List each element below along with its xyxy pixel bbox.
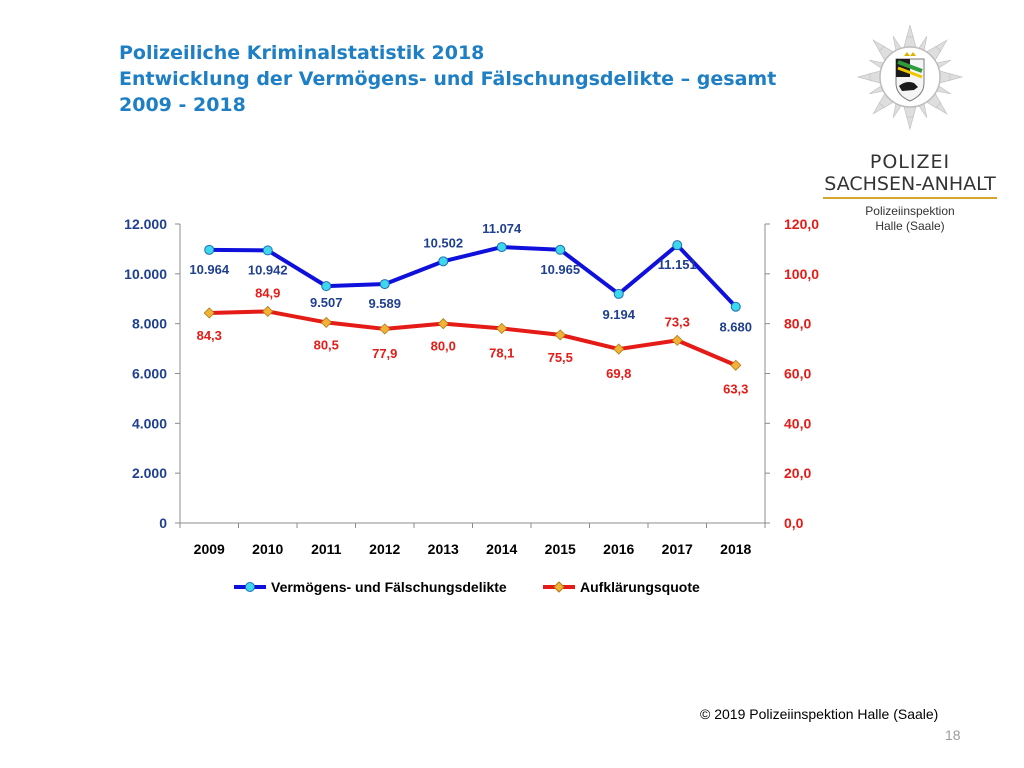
series-line-cases — [209, 243, 738, 309]
cases-point — [262, 245, 273, 256]
right-tick-label: 40,0 — [784, 415, 811, 431]
chart-data-labels: 10.964 10.942 9.507 9.589 10.502 11.074 10.965… — [189, 221, 752, 396]
cases-point — [730, 301, 741, 312]
logo-line-1: POLIZEI — [870, 151, 950, 173]
cases-point — [321, 281, 332, 292]
rate-data-label: 63,3 — [723, 381, 748, 396]
rate-point — [730, 359, 742, 371]
cases-point — [496, 242, 507, 253]
rate-point — [613, 343, 625, 355]
cases-point — [379, 279, 390, 290]
rate-data-label: 69,8 — [606, 366, 631, 381]
title-line-2: Entwicklung der Vermögens- und Fälschung… — [119, 68, 777, 90]
rate-point — [554, 329, 566, 341]
rate-data-label: 73,3 — [665, 314, 690, 329]
cases-data-label: 8.680 — [719, 320, 752, 335]
x-tick-label: 2009 — [194, 541, 225, 557]
chart-axes: 0 2.000 4.000 6.000 8.000 10.000 12.000 0,0 20,0… — [124, 216, 819, 557]
chart-legend: Vermögens- und Fälschungsdelikte Aufkläru… — [234, 579, 700, 595]
legend-marker-rate — [553, 581, 565, 593]
rate-point — [437, 318, 449, 330]
rate-data-label: 84,3 — [197, 328, 222, 343]
left-tick-label: 4.000 — [132, 415, 167, 431]
cases-point — [613, 288, 624, 299]
rate-data-label: 75,5 — [548, 350, 573, 365]
cases-point — [672, 240, 683, 251]
legend-marker-cases — [245, 582, 255, 592]
rate-point — [496, 322, 508, 334]
cases-data-label: 10.965 — [540, 262, 580, 277]
cases-data-label: 11.074 — [482, 221, 522, 236]
left-tick-label: 2.000 — [132, 465, 167, 481]
logo-sub-1: Polizeiinspektion — [865, 204, 954, 218]
x-tick-label: 2011 — [311, 541, 342, 557]
x-tick-label: 2014 — [486, 541, 517, 557]
right-tick-label: 80,0 — [784, 316, 811, 332]
rate-point — [262, 305, 274, 318]
rate-point — [671, 334, 683, 346]
cases-data-label: 9.507 — [310, 295, 343, 310]
cases-data-label: 10.502 — [423, 235, 463, 250]
x-tick-label: 2016 — [603, 541, 634, 557]
left-tick-label: 10.000 — [124, 266, 167, 282]
legend-label-cases: Vermögens- und Fälschungsdelikte — [271, 579, 507, 595]
right-tick-label: 0,0 — [784, 515, 804, 531]
cases-data-label: 9.589 — [368, 296, 401, 311]
rate-data-label: 78,1 — [489, 345, 514, 360]
title-line-1: Polizeiliche Kriminalstatistik 2018 — [119, 42, 485, 64]
cases-point — [555, 244, 566, 255]
x-tick-label: 2017 — [662, 541, 693, 557]
rate-point — [203, 307, 215, 319]
police-star-badge-icon — [856, 25, 964, 131]
x-tick-label: 2010 — [252, 541, 283, 557]
page-number: 18 — [945, 727, 961, 743]
left-tick-label: 0 — [159, 515, 167, 531]
right-tick-label: 60,0 — [784, 366, 811, 382]
rate-data-label: 80,0 — [431, 339, 456, 354]
cases-point — [438, 256, 449, 267]
slide-title: Polizeiliche Kriminalstatistik 2018 Entw… — [119, 40, 799, 118]
polizei-logo: POLIZEI SACHSEN-ANHALT Polizeiinspektion… — [823, 25, 997, 233]
x-tick-label: 2018 — [720, 541, 751, 557]
logo-sub-2: Halle (Saale) — [875, 219, 944, 233]
right-tick-label: 20,0 — [784, 465, 811, 481]
rate-point — [320, 316, 332, 328]
chart-lines — [203, 240, 742, 371]
rate-point — [379, 323, 391, 335]
x-tick-label: 2015 — [545, 541, 576, 557]
right-tick-label: 100,0 — [784, 266, 819, 282]
left-tick-label: 6.000 — [132, 366, 167, 382]
cases-point — [204, 244, 215, 255]
x-tick-label: 2013 — [428, 541, 459, 557]
x-tick-label: 2012 — [369, 541, 400, 557]
left-tick-label: 8.000 — [132, 316, 167, 332]
cases-data-label: 9.194 — [602, 307, 635, 322]
cases-data-label: 10.964 — [189, 262, 230, 277]
title-line-3: 2009 - 2018 — [119, 94, 246, 116]
rate-data-label: 80,5 — [314, 337, 339, 352]
right-tick-label: 120,0 — [784, 216, 819, 232]
logo-line-2: SACHSEN-ANHALT — [824, 173, 996, 195]
cases-data-label: 11.151 — [658, 257, 697, 272]
rate-data-label: 77,9 — [372, 346, 397, 361]
series-line-rate — [209, 309, 737, 368]
left-tick-label: 12.000 — [124, 216, 167, 232]
copyright-text: © 2019 Polizeiinspektion Halle (Saale) — [700, 706, 939, 722]
rate-data-label: 84,9 — [255, 285, 280, 300]
legend-label-rate: Aufklärungsquote — [580, 579, 700, 595]
cases-data-label: 10.942 — [248, 262, 288, 277]
